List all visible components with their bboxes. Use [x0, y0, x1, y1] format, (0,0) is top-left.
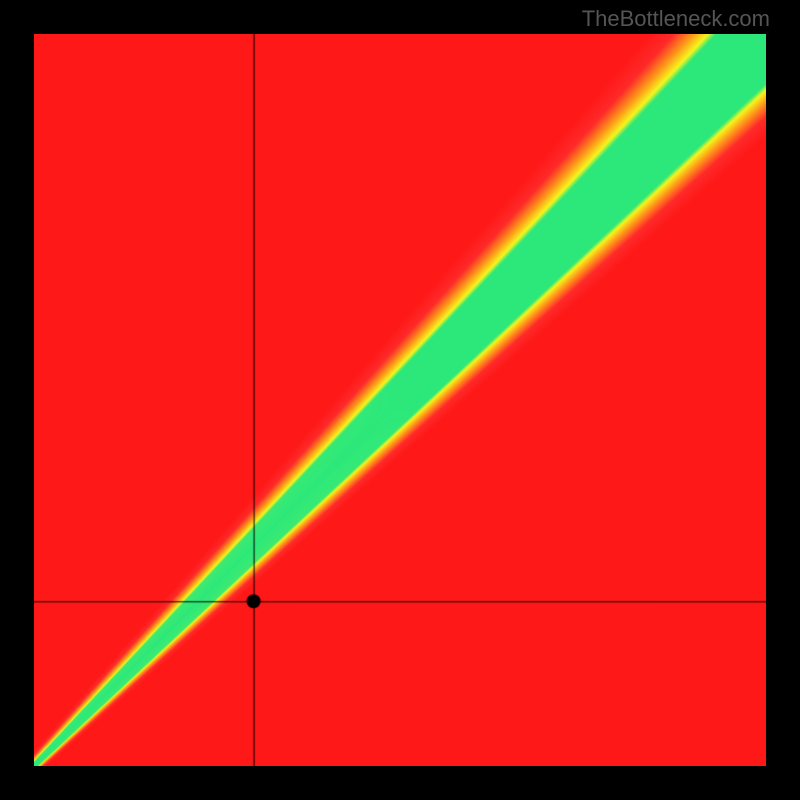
- heatmap-canvas: [34, 34, 766, 766]
- watermark-text: TheBottleneck.com: [582, 6, 770, 32]
- heatmap-plot: [34, 34, 766, 766]
